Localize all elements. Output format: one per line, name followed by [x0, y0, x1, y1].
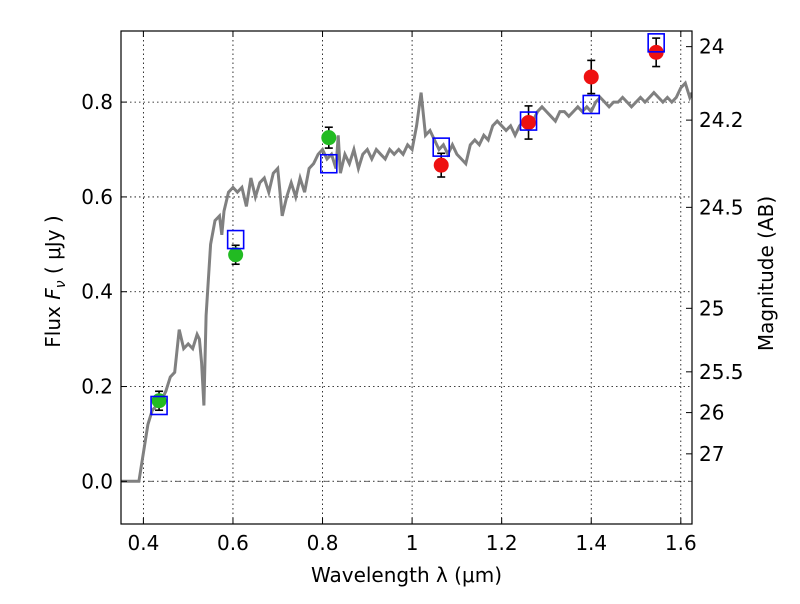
model-flux-square	[647, 33, 665, 53]
y-tick-label: 0.4	[81, 280, 113, 304]
grid-layer	[121, 31, 692, 524]
marker-layer	[150, 33, 665, 416]
y-axis-title: Flux Fν ( μJy )	[41, 215, 69, 347]
right-tick-label: 24	[699, 35, 724, 59]
photometry-point	[521, 114, 537, 130]
x-tick-label: 1.6	[665, 531, 697, 555]
model-flux-square	[519, 111, 538, 131]
x-tick-label: 1.4	[575, 531, 607, 555]
y-axis-title-prefix: Flux	[41, 300, 65, 348]
x-tick-label: 0.4	[127, 531, 159, 555]
model-sed-line	[121, 80, 692, 483]
x-tick-label: 1.2	[486, 531, 518, 555]
right-tick-label: 25.5	[699, 360, 744, 384]
y-tick-label: 0.8	[81, 90, 113, 114]
right-axis-title: Magnitude (AB)	[754, 196, 778, 351]
right-tick-label: 27	[699, 442, 724, 466]
y-axis-title-suffix: ( μJy )	[41, 215, 65, 280]
y-tick-label: 0.6	[81, 185, 113, 209]
photometry-point	[151, 393, 167, 409]
model-flux-square	[582, 94, 601, 115]
x-axis-title: Wavelength λ (μm)	[311, 563, 502, 587]
right-tick-label: 26	[699, 401, 724, 425]
right-tick-label: 25	[699, 296, 724, 320]
y-tick-label: 0.2	[81, 375, 113, 399]
x-tick-label: 1	[406, 531, 419, 555]
y-axis-title-symbol: F	[41, 288, 65, 300]
photometry-point	[583, 69, 599, 85]
x-tick-label: 0.8	[307, 531, 339, 555]
model-flux-square	[226, 229, 245, 250]
model-flux-square	[150, 395, 168, 416]
photometry-point	[433, 157, 449, 173]
plot-area	[121, 80, 692, 483]
right-tick-label: 24.5	[699, 195, 744, 219]
model-flux-square	[432, 137, 451, 157]
model-flux-square	[319, 153, 338, 174]
right-tick-label: 24.2	[699, 108, 744, 132]
plot-frame	[120, 30, 693, 525]
y-tick-label: 0.0	[81, 469, 113, 493]
tick-layer: 0.4 0.6 0.8 1 1.2 1.4 1.6 0.0 0.2 0.4 0.6 0.8 24 24.2…	[81, 31, 744, 555]
y-axis-title-subscript: ν	[53, 280, 69, 288]
photometry-point	[321, 130, 337, 146]
x-tick-label: 0.6	[217, 531, 249, 555]
photometry-point	[228, 247, 244, 263]
